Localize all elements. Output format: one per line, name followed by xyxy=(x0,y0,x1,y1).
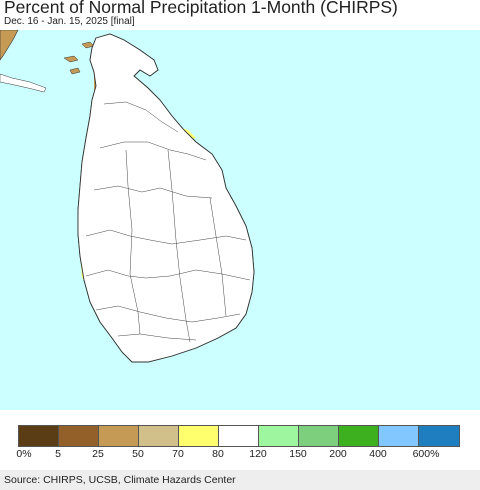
legend-tick-label: 400 xyxy=(369,448,387,460)
color-legend: 0% 5 25 50 70 80 120 150 200 400 600% xyxy=(0,410,480,470)
legend-tick-label: 70 xyxy=(172,448,184,460)
legend-swatches xyxy=(18,425,460,447)
legend-swatch-9 xyxy=(379,426,419,446)
legend-tick-label: 25 xyxy=(92,448,104,460)
legend-tick-label: 200 xyxy=(329,448,347,460)
legend-swatch-0 xyxy=(19,426,59,446)
legend-swatch-2 xyxy=(99,426,139,446)
map-subtitle: Dec. 16 - Jan. 15, 2025 [final] xyxy=(4,16,135,27)
peninsula-tip xyxy=(0,73,47,93)
india-coast xyxy=(0,30,19,61)
legend-tick-label: 150 xyxy=(289,448,307,460)
legend-swatch-8 xyxy=(339,426,379,446)
jaffna-islands xyxy=(63,41,95,75)
legend-swatch-6 xyxy=(259,426,299,446)
legend-tick-label: 80 xyxy=(212,448,224,460)
source-bar: Source: CHIRPS, UCSB, Climate Hazards Ce… xyxy=(0,470,480,490)
legend-swatch-3 xyxy=(139,426,179,446)
precipitation-map xyxy=(0,30,480,410)
legend-tick-label: 50 xyxy=(132,448,144,460)
legend-tick-label: 5 xyxy=(55,448,61,460)
district-boundaries xyxy=(85,101,251,343)
legend-swatch-1 xyxy=(59,426,99,446)
legend-swatch-5 xyxy=(219,426,259,446)
legend-swatch-4 xyxy=(179,426,219,446)
legend-swatch-7 xyxy=(299,426,339,446)
legend-tick-label: 600% xyxy=(412,448,440,460)
legend-swatch-10 xyxy=(419,426,459,446)
legend-tick-label: 0% xyxy=(16,448,32,460)
map-title: Percent of Normal Precipitation 1-Month … xyxy=(4,0,398,17)
legend-tick-label: 120 xyxy=(249,448,267,460)
source-text: Source: CHIRPS, UCSB, Climate Hazards Ce… xyxy=(4,474,236,486)
